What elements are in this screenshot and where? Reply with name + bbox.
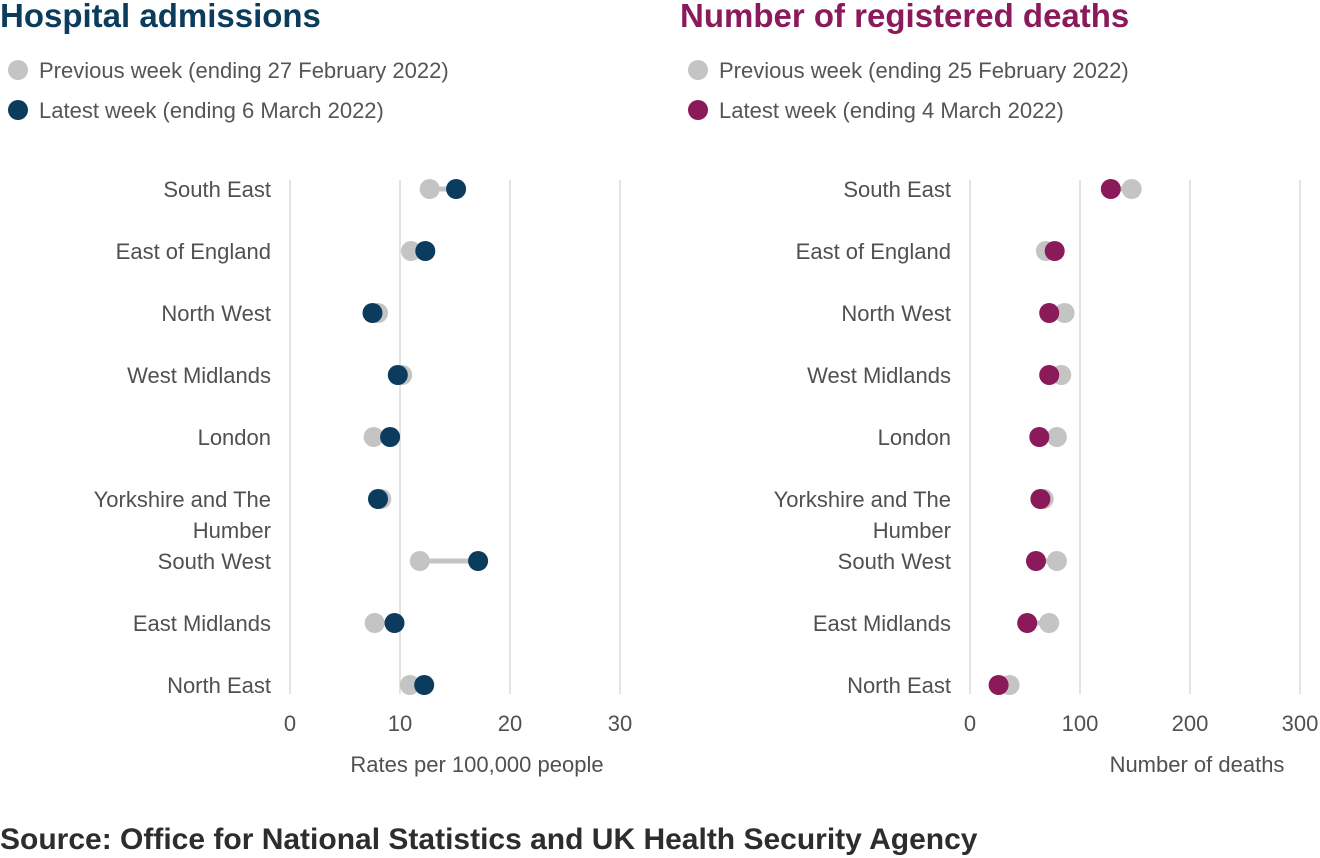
chart2-x-axis-label: Number of deaths <box>1110 752 1285 777</box>
chart2-point-latest-south-west <box>1026 551 1046 571</box>
chart1-x-tick-10: 10 <box>388 711 412 736</box>
chart1-point-latest-north-west <box>362 303 383 323</box>
chart2-point-latest-north-west <box>1039 303 1060 323</box>
chart2-point-previous-north-west <box>1054 303 1075 323</box>
chart2-category-label-east-midlands: East Midlands <box>813 611 951 636</box>
chart2-x-tick-300: 300 <box>1282 711 1319 736</box>
chart1-title: Hospital admissions <box>0 0 321 34</box>
chart2-point-latest-london <box>1029 427 1050 447</box>
chart1-point-previous-east-of-england <box>401 241 421 261</box>
chart2-legend-label-previous: Previous week (ending 25 February 2022) <box>719 58 1129 83</box>
chart1-category-label-north-east: North East <box>167 673 271 698</box>
chart1-category-label-east-midlands: East Midlands <box>133 611 271 636</box>
chart2-category-label-south-east: South East <box>843 177 951 202</box>
chart1-point-latest-yorkshire-and-the-humber <box>368 489 388 509</box>
chart1-point-previous-south-east <box>419 179 440 199</box>
chart2-category-label-west-midlands: West Midlands <box>807 363 951 388</box>
chart1-category-label-yorkshire-and-the-humber: Yorkshire and The Humber <box>94 487 271 543</box>
chart1-legend-label-latest: Latest week (ending 6 March 2022) <box>39 98 384 123</box>
chart2-point-latest-south-east <box>1100 179 1121 199</box>
chart1-point-latest-east-of-england <box>415 241 436 261</box>
chart2-point-latest-east-midlands <box>1017 613 1038 633</box>
chart1-x-tick-20: 20 <box>498 711 522 736</box>
chart1-legend-label-previous: Previous week (ending 27 February 2022) <box>39 58 449 83</box>
chart1-x-tick-30: 30 <box>608 711 632 736</box>
chart1-point-latest-east-midlands <box>384 613 405 633</box>
chart1-category-label-south-west: South West <box>158 549 271 574</box>
chart1-category-label-west-midlands: West Midlands <box>127 363 271 388</box>
chart2-point-previous-east-midlands <box>1039 613 1060 633</box>
chart2-legend-label-latest: Latest week (ending 4 March 2022) <box>719 98 1064 123</box>
chart1-point-previous-london <box>363 427 384 447</box>
chart2-category-label-north-east: North East <box>847 673 951 698</box>
source-note: Source: Office for National Statistics a… <box>0 823 978 856</box>
chart2-point-previous-london <box>1046 427 1067 447</box>
chart1-legend-marker-latest <box>8 100 28 120</box>
chart2-category-label-south-west: South West <box>838 549 951 574</box>
chart2-legend-marker-latest <box>688 100 708 120</box>
chart2-x-tick-0: 0 <box>964 711 976 736</box>
chart1-point-previous-east-midlands <box>364 613 385 633</box>
chart1-x-axis-label: Rates per 100,000 people <box>350 752 603 777</box>
chart1-point-previous-south-west <box>409 551 430 571</box>
chart1-point-latest-west-midlands <box>387 365 408 385</box>
chart1-legend-marker-previous <box>8 60 28 80</box>
chart2-x-tick-100: 100 <box>1062 711 1099 736</box>
chart1-point-previous-north-east <box>399 675 420 695</box>
chart1-x-tick-0: 0 <box>284 711 296 736</box>
chart1-category-label-south-east: South East <box>163 177 271 202</box>
chart1-category-label-east-of-england: East of England <box>116 239 271 264</box>
chart2-category-label-east-of-england: East of England <box>796 239 951 264</box>
chart2-category-label-north-west: North West <box>841 301 951 326</box>
chart2-point-latest-west-midlands <box>1039 365 1060 385</box>
chart2-point-latest-east-of-england <box>1044 241 1065 261</box>
chart1-category-label-north-west: North West <box>161 301 271 326</box>
chart2-category-label-yorkshire-and-the-humber: Yorkshire and The Humber <box>774 487 951 543</box>
chart2-legend-marker-previous <box>688 60 708 80</box>
chart2-point-previous-south-west <box>1046 551 1067 571</box>
chart2-title: Number of registered deaths <box>680 0 1129 34</box>
chart2-category-label-london: London <box>878 425 951 450</box>
chart1-point-latest-south-east <box>446 179 467 199</box>
chart2-x-tick-200: 200 <box>1172 711 1209 736</box>
chart2-point-previous-south-east <box>1121 179 1142 199</box>
chart1-point-latest-north-east <box>414 675 435 695</box>
chart1-category-label-london: London <box>198 425 271 450</box>
chart2-point-latest-north-east <box>988 675 1009 695</box>
chart1-point-latest-london <box>380 427 401 447</box>
chart2-point-latest-yorkshire-and-the-humber <box>1030 489 1051 509</box>
chart1-point-latest-south-west <box>468 551 489 571</box>
